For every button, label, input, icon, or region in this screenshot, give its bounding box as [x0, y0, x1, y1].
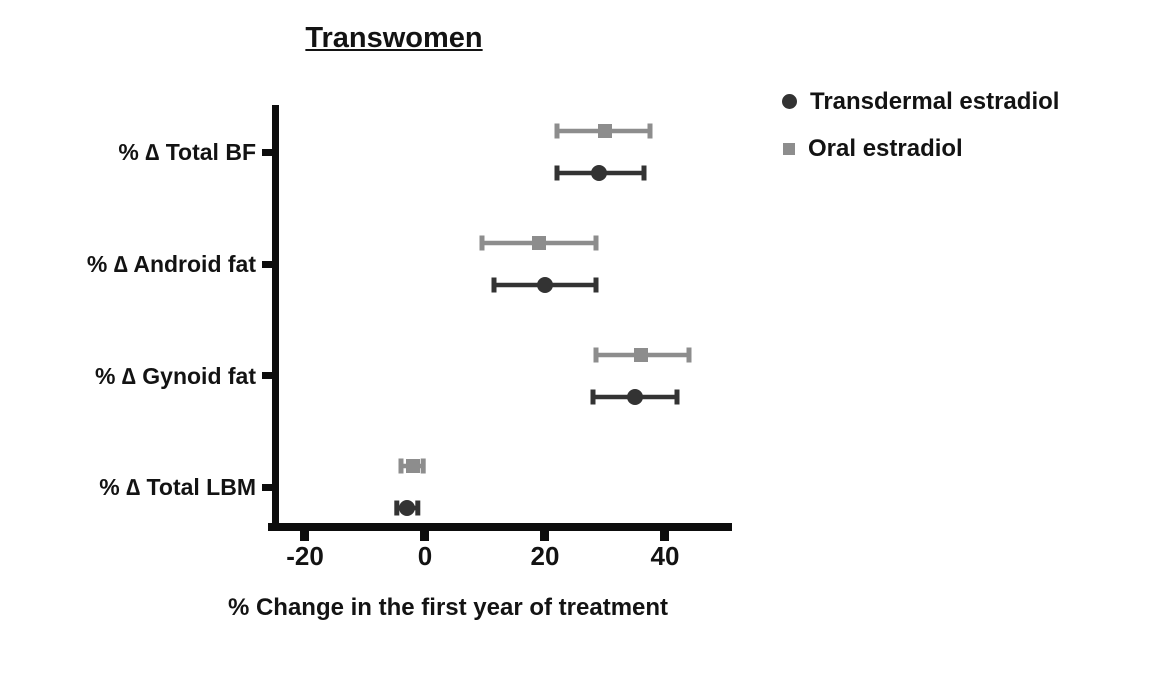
xtick-label: 0: [417, 541, 433, 571]
x-axis-tick: [540, 528, 549, 541]
ytick-label-total-bf: % ∆ Total BF: [118, 139, 256, 165]
y-axis-tick: [262, 372, 272, 379]
data-point-square: [634, 348, 648, 362]
legend: Transdermal estradiol Oral estradiol: [782, 86, 1059, 164]
y-axis-tick: [262, 484, 272, 491]
y-axis-line: [272, 105, 279, 531]
data-point-circle: [537, 277, 553, 293]
ytick-label-gynoid-fat: % ∆ Gynoid fat: [94, 363, 256, 389]
chart-title: Transwomen: [305, 22, 483, 54]
square-marker-icon: [783, 142, 795, 155]
data-point-circle: [399, 500, 415, 516]
y-axis-tick: [262, 149, 272, 156]
x-axis-title: % Change in the first year of treatment: [227, 594, 669, 621]
legend-item-transdermal: Transdermal estradiol: [782, 86, 1059, 117]
data-point-square: [406, 459, 420, 473]
data-point-square: [598, 124, 612, 138]
xtick-label: 20: [530, 541, 560, 571]
data-point-circle: [591, 165, 607, 181]
ytick-label-android-fat: % ∆ Android fat: [86, 251, 256, 277]
data-point-square: [532, 236, 546, 250]
xtick-label: 40: [650, 541, 680, 571]
legend-label: Oral estradiol: [808, 134, 963, 162]
x-axis-line: [268, 523, 732, 531]
data-point-circle: [627, 389, 643, 405]
x-axis-tick: [660, 528, 669, 541]
y-axis-tick: [262, 261, 272, 268]
x-axis-tick: [420, 528, 429, 541]
legend-item-oral: Oral estradiol: [782, 133, 1059, 164]
circle-marker-icon: [782, 94, 797, 109]
x-axis-tick: [300, 528, 309, 541]
ytick-label-total-lbm: % ∆ Total LBM: [99, 474, 256, 500]
legend-label: Transdermal estradiol: [810, 87, 1060, 115]
xtick-label: -20: [286, 541, 324, 571]
